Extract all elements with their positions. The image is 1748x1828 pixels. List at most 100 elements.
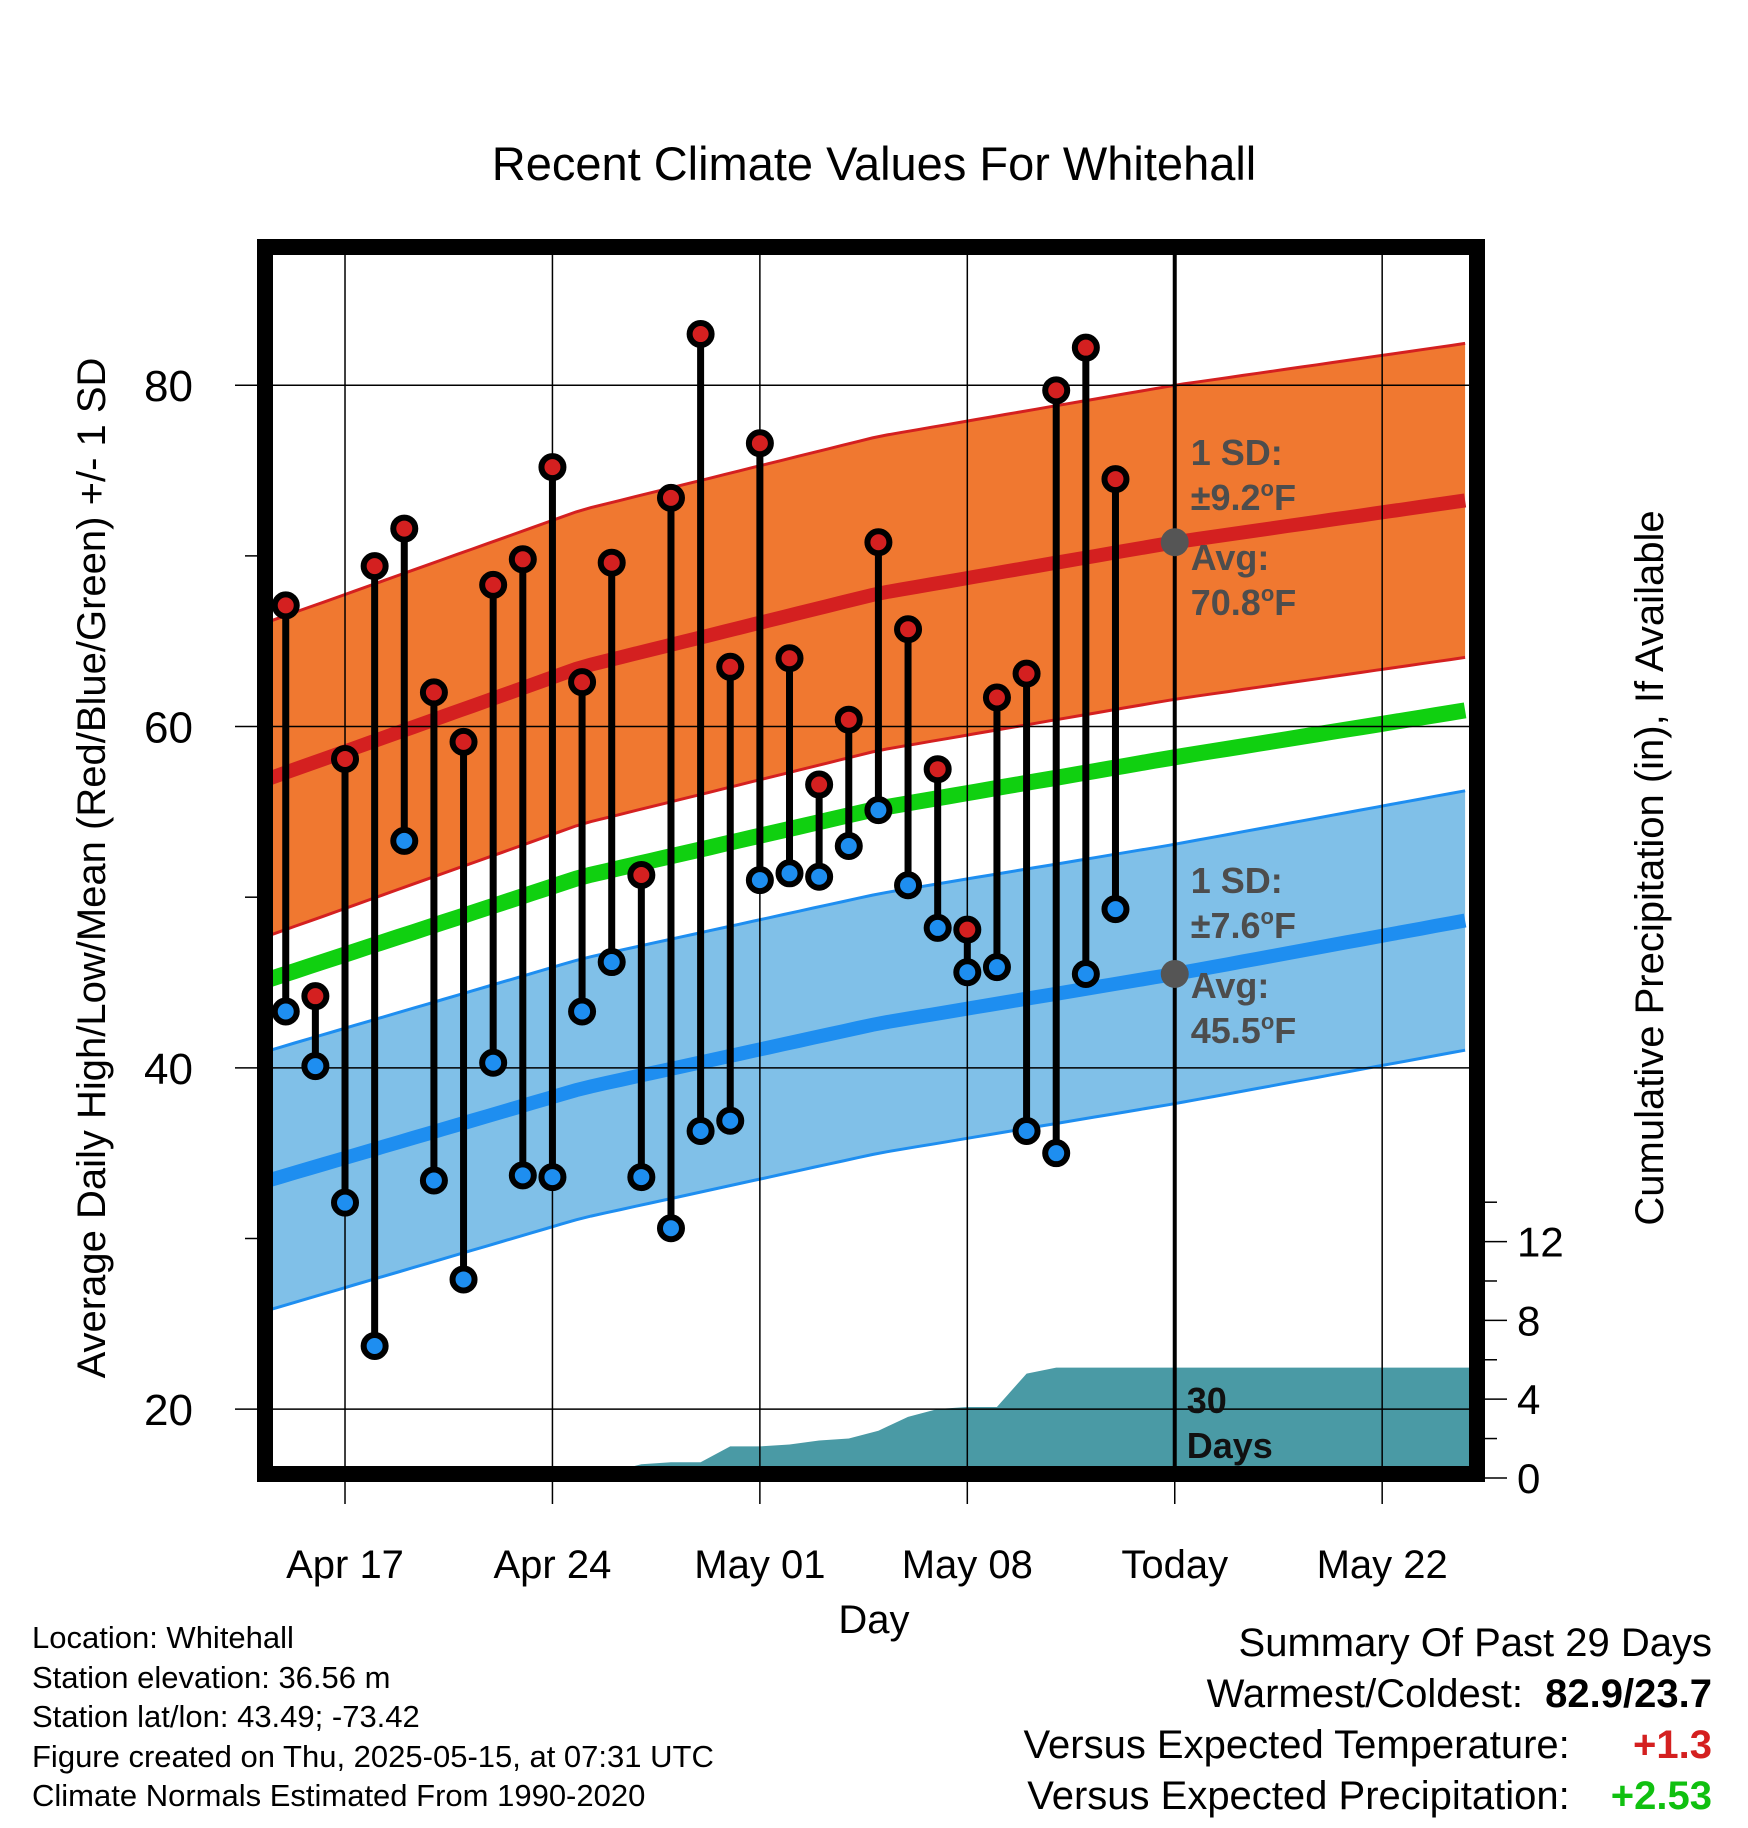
temp-value: +1.3 <box>1633 1723 1712 1767</box>
daily-high-point <box>686 320 715 349</box>
daily-low-point <box>597 948 626 977</box>
daily-high-point <box>745 429 774 458</box>
daily-high-point <box>864 528 893 557</box>
low-avg-value: 45.5oF <box>1191 1009 1297 1051</box>
unit: F <box>1274 905 1296 946</box>
y-tick-label: 20 <box>144 1386 193 1435</box>
unit: F <box>1274 582 1296 623</box>
x-tick-label: May 22 <box>1317 1543 1448 1587</box>
daily-high-point <box>834 705 863 734</box>
daily-low-point <box>627 1163 656 1192</box>
window-label-line1: 30 <box>1187 1380 1227 1421</box>
daily-low-point <box>775 859 804 888</box>
plot-frame <box>257 239 1485 1482</box>
summary-panel: Summary Of Past 29 Days Warmest/Coldest:… <box>1024 1618 1712 1822</box>
daily-low-point <box>360 1332 389 1361</box>
daily-high-point <box>656 483 685 512</box>
unit: F <box>1274 477 1296 518</box>
normals-text: Climate Normals Estimated From 1990-2020 <box>32 1778 646 1813</box>
low-avg-label: Avg: <box>1191 965 1270 1006</box>
low-sd-label: 1 SD: <box>1191 860 1283 901</box>
daily-high-point <box>301 982 330 1011</box>
daily-high-point <box>271 591 300 620</box>
daily-low-point <box>716 1106 745 1135</box>
daily-high-point <box>419 678 448 707</box>
daily-high-point <box>1012 659 1041 688</box>
daily-low-point <box>538 1163 567 1192</box>
daily-low-point <box>271 997 300 1026</box>
high-normal-avg-line <box>265 493 1467 787</box>
daily-high-point <box>953 915 982 944</box>
daily-high-point <box>1101 465 1130 494</box>
degree-sign: o <box>1261 581 1274 606</box>
low-sd-value: ±7.6oF <box>1191 904 1296 946</box>
daily-low-point <box>331 1188 360 1217</box>
summary-title: Summary Of Past 29 Days <box>1238 1621 1712 1665</box>
daily-low-point <box>419 1166 448 1195</box>
daily-low-point <box>656 1214 685 1243</box>
daily-high-point <box>331 744 360 773</box>
daily-low-point <box>508 1161 537 1190</box>
daily-low-point <box>894 871 923 900</box>
daily-high-point <box>775 644 804 673</box>
chart-title: Recent Climate Values For Whitehall <box>492 137 1256 190</box>
daily-high-point <box>1071 333 1100 362</box>
y-tick-label: 80 <box>144 362 193 411</box>
daily-high-point <box>805 770 834 799</box>
daily-low-point <box>449 1265 478 1294</box>
today-avg-high-marker <box>1160 528 1189 557</box>
daily-low-point <box>1071 959 1100 988</box>
y2-tick-label: 8 <box>1517 1297 1540 1344</box>
x-axis-label: Day <box>838 1598 909 1642</box>
x-tick-label: Apr 17 <box>286 1543 404 1587</box>
daily-low-point <box>1042 1139 1071 1168</box>
daily-high-point <box>568 668 597 697</box>
x-tick-label: May 01 <box>694 1543 825 1587</box>
daily-low-point <box>982 953 1011 982</box>
created-text: Figure created on Thu, 2025-05-15, at 07… <box>32 1738 714 1774</box>
degree-sign: o <box>1261 1009 1274 1034</box>
precipitation-area <box>285 1367 1472 1474</box>
daily-high-point <box>449 727 478 756</box>
daily-low-point <box>1012 1116 1041 1145</box>
daily-low-point <box>745 866 774 895</box>
high-avg-value: 70.8oF <box>1191 581 1297 623</box>
y-axis-label: Average Daily High/Low/Mean (Red/Blue/Gr… <box>70 358 114 1379</box>
daily-low-point <box>479 1048 508 1077</box>
daily-high-point <box>479 570 508 599</box>
high-avg-label: Avg: <box>1191 537 1270 578</box>
daily-high-point <box>716 652 745 681</box>
station-info: Location: Whitehall Station elevation: 3… <box>32 1618 714 1816</box>
daily-high-point <box>508 545 537 574</box>
y2-axis-label: Cumulative Precipitation (in), If Availa… <box>1628 510 1672 1225</box>
daily-high-point <box>923 755 952 784</box>
daily-low-point <box>923 913 952 942</box>
high-sd-label: 1 SD: <box>1191 432 1283 473</box>
high-sd-value: ±9.2oF <box>1191 476 1296 518</box>
daily-high-point <box>1042 376 1071 405</box>
y-tick-label: 40 <box>144 1045 193 1094</box>
y2-tick-label: 4 <box>1517 1376 1540 1423</box>
summary-temp: Versus Expected Temperature: +1.3 <box>1024 1720 1712 1771</box>
x-tick-label: Today <box>1121 1543 1228 1587</box>
daily-high-point <box>538 453 567 482</box>
daily-low-point <box>1101 895 1130 924</box>
summary-warm-cold: Warmest/Coldest: 82.9/23.7 <box>1024 1669 1712 1720</box>
daily-low-point <box>805 862 834 891</box>
today-avg-low-marker <box>1160 959 1189 988</box>
elevation-text: Station elevation: 36.56 m <box>32 1659 391 1695</box>
y2-tick-label: 0 <box>1517 1455 1540 1502</box>
daily-low-point <box>390 826 419 855</box>
window-label-line2: Days <box>1187 1425 1273 1466</box>
temp-label: Versus Expected Temperature: <box>1023 1723 1570 1767</box>
warm-cold-value: 82.9/23.7 <box>1545 1672 1712 1716</box>
precip-label: Versus Expected Precipitation: <box>1027 1774 1570 1818</box>
unit: F <box>1274 1010 1296 1051</box>
high-annotation: 1 SD:±9.2oF Avg:70.8oF <box>1191 432 1297 623</box>
latlon-text: Station lat/lon: 43.49; -73.42 <box>32 1699 420 1734</box>
daily-low-point <box>301 1052 330 1081</box>
daily-low-point <box>686 1116 715 1145</box>
